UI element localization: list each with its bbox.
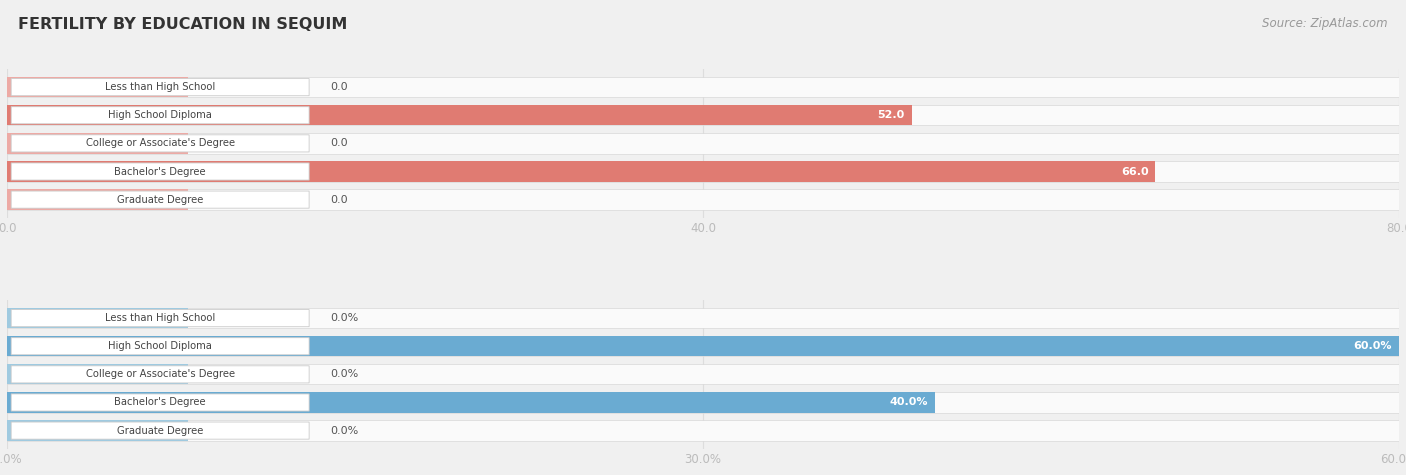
Bar bbox=[7, 364, 188, 384]
Text: Less than High School: Less than High School bbox=[105, 82, 215, 92]
FancyBboxPatch shape bbox=[11, 422, 309, 439]
Text: College or Associate's Degree: College or Associate's Degree bbox=[86, 138, 235, 148]
Bar bbox=[7, 392, 1399, 413]
FancyBboxPatch shape bbox=[11, 107, 309, 124]
Text: High School Diploma: High School Diploma bbox=[108, 341, 212, 351]
FancyBboxPatch shape bbox=[11, 135, 309, 152]
Text: 0.0%: 0.0% bbox=[330, 313, 359, 323]
FancyBboxPatch shape bbox=[11, 163, 309, 180]
Text: 0.0%: 0.0% bbox=[330, 426, 359, 436]
Text: College or Associate's Degree: College or Associate's Degree bbox=[86, 370, 235, 380]
Text: Graduate Degree: Graduate Degree bbox=[117, 195, 204, 205]
Bar bbox=[7, 190, 188, 210]
Text: Source: ZipAtlas.com: Source: ZipAtlas.com bbox=[1263, 17, 1388, 29]
Bar bbox=[7, 392, 935, 413]
Bar bbox=[7, 133, 1399, 153]
Text: Bachelor's Degree: Bachelor's Degree bbox=[114, 167, 205, 177]
Text: 0.0%: 0.0% bbox=[330, 370, 359, 380]
Bar bbox=[7, 420, 188, 441]
Bar bbox=[7, 308, 188, 328]
Text: 52.0: 52.0 bbox=[877, 110, 905, 120]
FancyBboxPatch shape bbox=[11, 310, 309, 327]
Bar bbox=[7, 190, 1399, 210]
Text: FERTILITY BY EDUCATION IN SEQUIM: FERTILITY BY EDUCATION IN SEQUIM bbox=[18, 17, 347, 32]
Bar bbox=[7, 133, 188, 153]
Bar bbox=[7, 420, 1399, 441]
Text: 0.0: 0.0 bbox=[330, 82, 347, 92]
Text: 66.0: 66.0 bbox=[1121, 167, 1149, 177]
Bar bbox=[7, 162, 1156, 181]
Bar bbox=[7, 336, 1399, 356]
Text: 40.0%: 40.0% bbox=[890, 398, 928, 408]
FancyBboxPatch shape bbox=[11, 394, 309, 411]
Bar bbox=[7, 105, 912, 125]
Text: 0.0: 0.0 bbox=[330, 138, 347, 148]
Bar bbox=[7, 162, 1399, 181]
Text: 0.0: 0.0 bbox=[330, 195, 347, 205]
Bar bbox=[7, 77, 1399, 97]
Text: High School Diploma: High School Diploma bbox=[108, 110, 212, 120]
Bar bbox=[7, 308, 1399, 328]
Text: Graduate Degree: Graduate Degree bbox=[117, 426, 204, 436]
FancyBboxPatch shape bbox=[11, 78, 309, 95]
Text: Less than High School: Less than High School bbox=[105, 313, 215, 323]
Bar bbox=[7, 336, 1399, 356]
Text: 60.0%: 60.0% bbox=[1354, 341, 1392, 351]
Text: Bachelor's Degree: Bachelor's Degree bbox=[114, 398, 205, 408]
FancyBboxPatch shape bbox=[11, 338, 309, 355]
Bar bbox=[7, 77, 188, 97]
Bar bbox=[7, 364, 1399, 384]
FancyBboxPatch shape bbox=[11, 191, 309, 208]
FancyBboxPatch shape bbox=[11, 366, 309, 383]
Bar bbox=[7, 105, 1399, 125]
